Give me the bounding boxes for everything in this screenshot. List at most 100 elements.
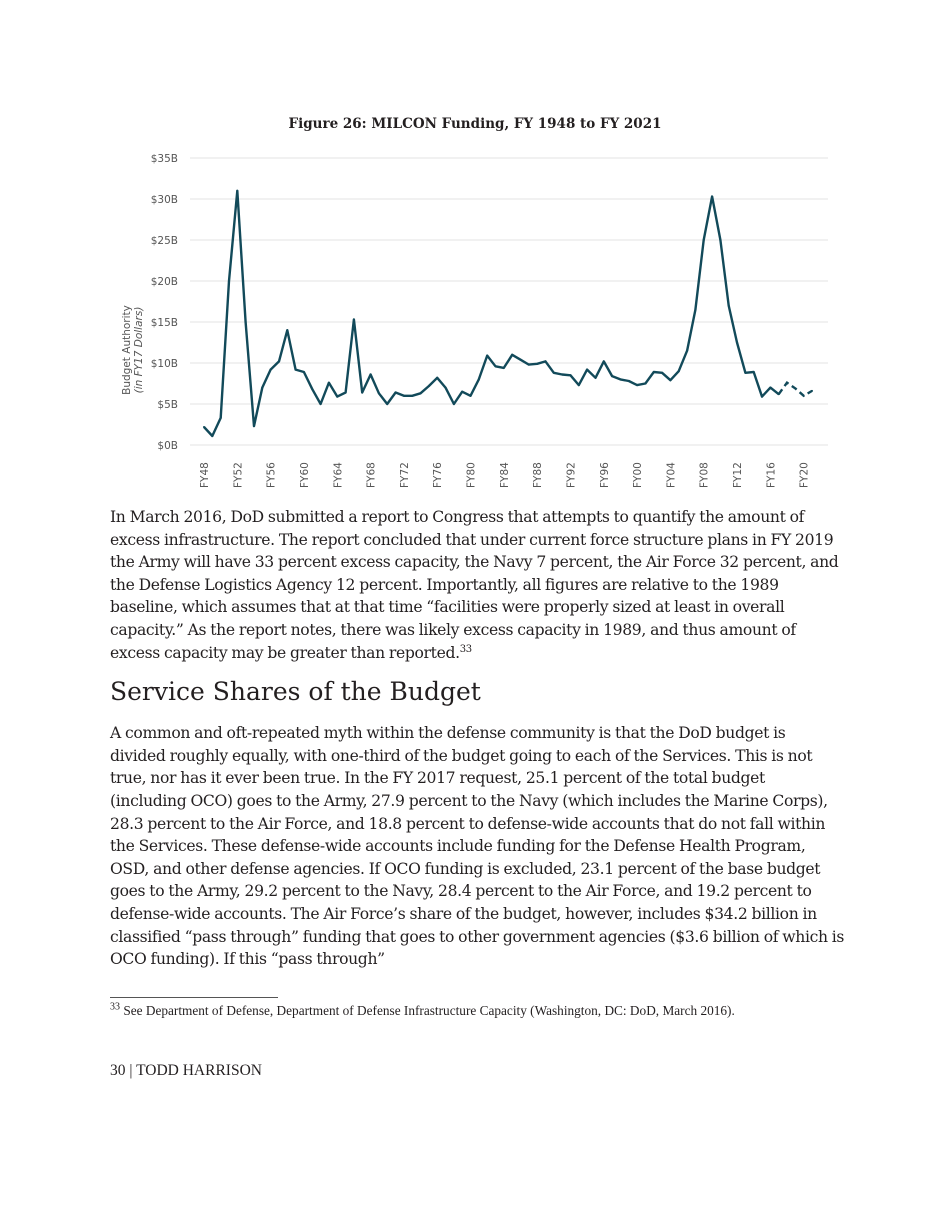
data-point: [652, 371, 655, 373]
data-point: [686, 349, 689, 352]
page-footer: 30 | TODD HARRISON: [110, 1061, 262, 1079]
data-point: [519, 358, 522, 361]
data-point: [336, 395, 339, 398]
x-tick-label: FY12: [732, 462, 744, 488]
data-point: [636, 384, 639, 387]
x-tick-label: FY68: [366, 462, 378, 488]
x-tick-label: FY16: [765, 462, 777, 488]
data-point: [769, 386, 772, 389]
x-tick-label: FY80: [466, 462, 478, 488]
data-point: [677, 370, 680, 373]
footnote-ref[interactable]: 33: [459, 643, 472, 655]
figure-title: Figure 26: MILCON Funding, FY 1948 to FY…: [288, 116, 662, 132]
data-point: [402, 394, 405, 397]
data-point: [311, 388, 314, 391]
data-point: [327, 381, 330, 384]
data-point: [627, 380, 630, 382]
data-point: [602, 360, 605, 363]
data-points: [203, 189, 813, 437]
series-line-solid: [203, 189, 780, 438]
data-point: [369, 373, 372, 376]
data-point: [419, 392, 422, 395]
data-point: [669, 379, 672, 382]
data-point: [494, 365, 497, 368]
y-axis-label: Budget Authority (in FY17 Dollars): [121, 305, 145, 395]
y-tick-label: $30B: [151, 194, 178, 206]
data-point: [811, 389, 813, 392]
data-point: [253, 425, 255, 428]
data-point: [203, 426, 205, 428]
data-point: [427, 385, 430, 387]
milcon-funding-chart: $0B$5B$10B$15B$20B$25B$30B$35B FY48 FY52 F…: [121, 153, 828, 488]
x-tick-label: FY20: [799, 462, 811, 488]
y-axis-ticks: $0B $5B $10B $15B $20B $25B $30B $35B: [151, 153, 178, 452]
x-tick-label: FY84: [499, 462, 511, 488]
data-point: [361, 391, 364, 394]
paragraph-text: In March 2016, DoD submitted a report to…: [110, 508, 839, 662]
data-point: [611, 375, 614, 378]
data-point: [744, 371, 747, 374]
data-point: [486, 354, 489, 357]
y-tick-label: $5B: [157, 399, 178, 411]
data-point: [552, 371, 555, 374]
data-point: [344, 391, 347, 394]
data-point: [644, 382, 647, 385]
x-tick-label: FY00: [632, 462, 644, 488]
data-point: [477, 378, 480, 381]
x-tick-label: FY60: [299, 462, 311, 488]
y-tick-label: $10B: [151, 358, 178, 370]
data-point: [461, 390, 464, 393]
y-tick-label: $20B: [151, 276, 178, 288]
y-tick-label: $15B: [151, 317, 178, 329]
x-tick-label: FY72: [399, 462, 411, 488]
data-point: [594, 376, 597, 379]
x-tick-label: FY92: [565, 462, 577, 488]
x-tick-label: FY56: [266, 462, 278, 488]
data-point: [719, 239, 722, 241]
data-point: [561, 373, 564, 376]
x-tick-label: FY08: [699, 462, 711, 488]
data-point: [219, 416, 222, 419]
data-point: [536, 362, 539, 365]
data-point: [436, 376, 439, 379]
data-point: [469, 394, 472, 397]
data-point: [661, 371, 664, 374]
data-point: [761, 395, 763, 398]
x-tick-label: FY88: [532, 462, 544, 488]
data-point: [302, 371, 305, 373]
y-tick-label: $35B: [151, 153, 178, 165]
data-point: [261, 386, 264, 389]
data-point: [511, 353, 514, 356]
data-point: [444, 386, 447, 389]
footnote: 33 See Department of Defense, Department…: [110, 1002, 830, 1019]
data-point: [278, 360, 280, 363]
y-axis-title: Budget Authority: [121, 305, 133, 395]
data-point: [286, 329, 289, 332]
data-point: [352, 318, 355, 321]
data-point: [452, 403, 455, 405]
data-point: [569, 374, 572, 377]
data-point: [586, 368, 589, 371]
data-point: [752, 371, 755, 373]
footnote-divider: [110, 996, 278, 998]
x-tick-label: FY96: [599, 462, 611, 488]
data-point: [736, 341, 738, 344]
data-point: [727, 304, 730, 307]
footnote-text: See Department of Defense, Department of…: [120, 1002, 735, 1018]
data-point: [269, 368, 272, 371]
data-point: [319, 403, 322, 405]
body-text-column: In March 2016, DoD submitted a report to…: [110, 506, 845, 1081]
data-point: [386, 403, 389, 405]
data-point: [694, 308, 697, 311]
data-point: [211, 435, 214, 437]
data-point: [394, 391, 397, 394]
data-point: [244, 321, 247, 323]
data-point: [702, 239, 705, 241]
data-point: [802, 394, 805, 397]
x-tick-label: FY04: [665, 462, 677, 488]
paragraph-excess-infrastructure: In March 2016, DoD submitted a report to…: [110, 506, 845, 664]
y-tick-label: $0B: [157, 440, 178, 452]
y-axis-subtitle: (in FY17 Dollars): [133, 307, 145, 394]
data-point: [777, 393, 780, 396]
data-point: [544, 360, 547, 363]
